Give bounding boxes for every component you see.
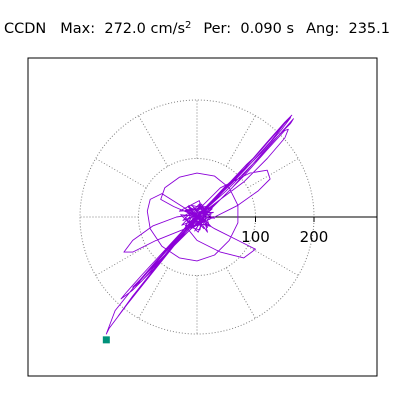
motion-trace: [105, 114, 294, 335]
trace-line: [105, 114, 294, 335]
polar-spoke: [95, 158, 147, 189]
angle-value: 235.1: [348, 21, 390, 37]
polar-spoke: [247, 158, 299, 189]
polar-spoke: [138, 115, 169, 167]
max-value: 272.0: [104, 21, 146, 37]
axis-tick-label: 200: [300, 228, 329, 246]
polar-spoke: [247, 245, 299, 276]
period-value: 0.090 s: [240, 21, 295, 37]
axis-tick-label: 100: [241, 228, 270, 246]
polar-spoke: [225, 267, 256, 319]
polar-spoke: [95, 245, 147, 276]
max-label: Max:: [60, 21, 96, 37]
angle-label: Ang:: [306, 21, 340, 37]
chart-header: CCDN Max: 272.0 cm/s2 Per: 0.090 s Ang: 235…: [4, 15, 390, 43]
end-marker: [102, 336, 110, 344]
polar-spoke: [138, 267, 169, 319]
polar-spoke: [225, 115, 256, 167]
period-label: Per:: [203, 21, 232, 37]
max-unit: cm/s2: [150, 20, 192, 37]
station-code: CCDN: [4, 21, 47, 37]
end-point-marker: [102, 336, 110, 344]
horizontal-axis: 100 200: [197, 216, 377, 246]
